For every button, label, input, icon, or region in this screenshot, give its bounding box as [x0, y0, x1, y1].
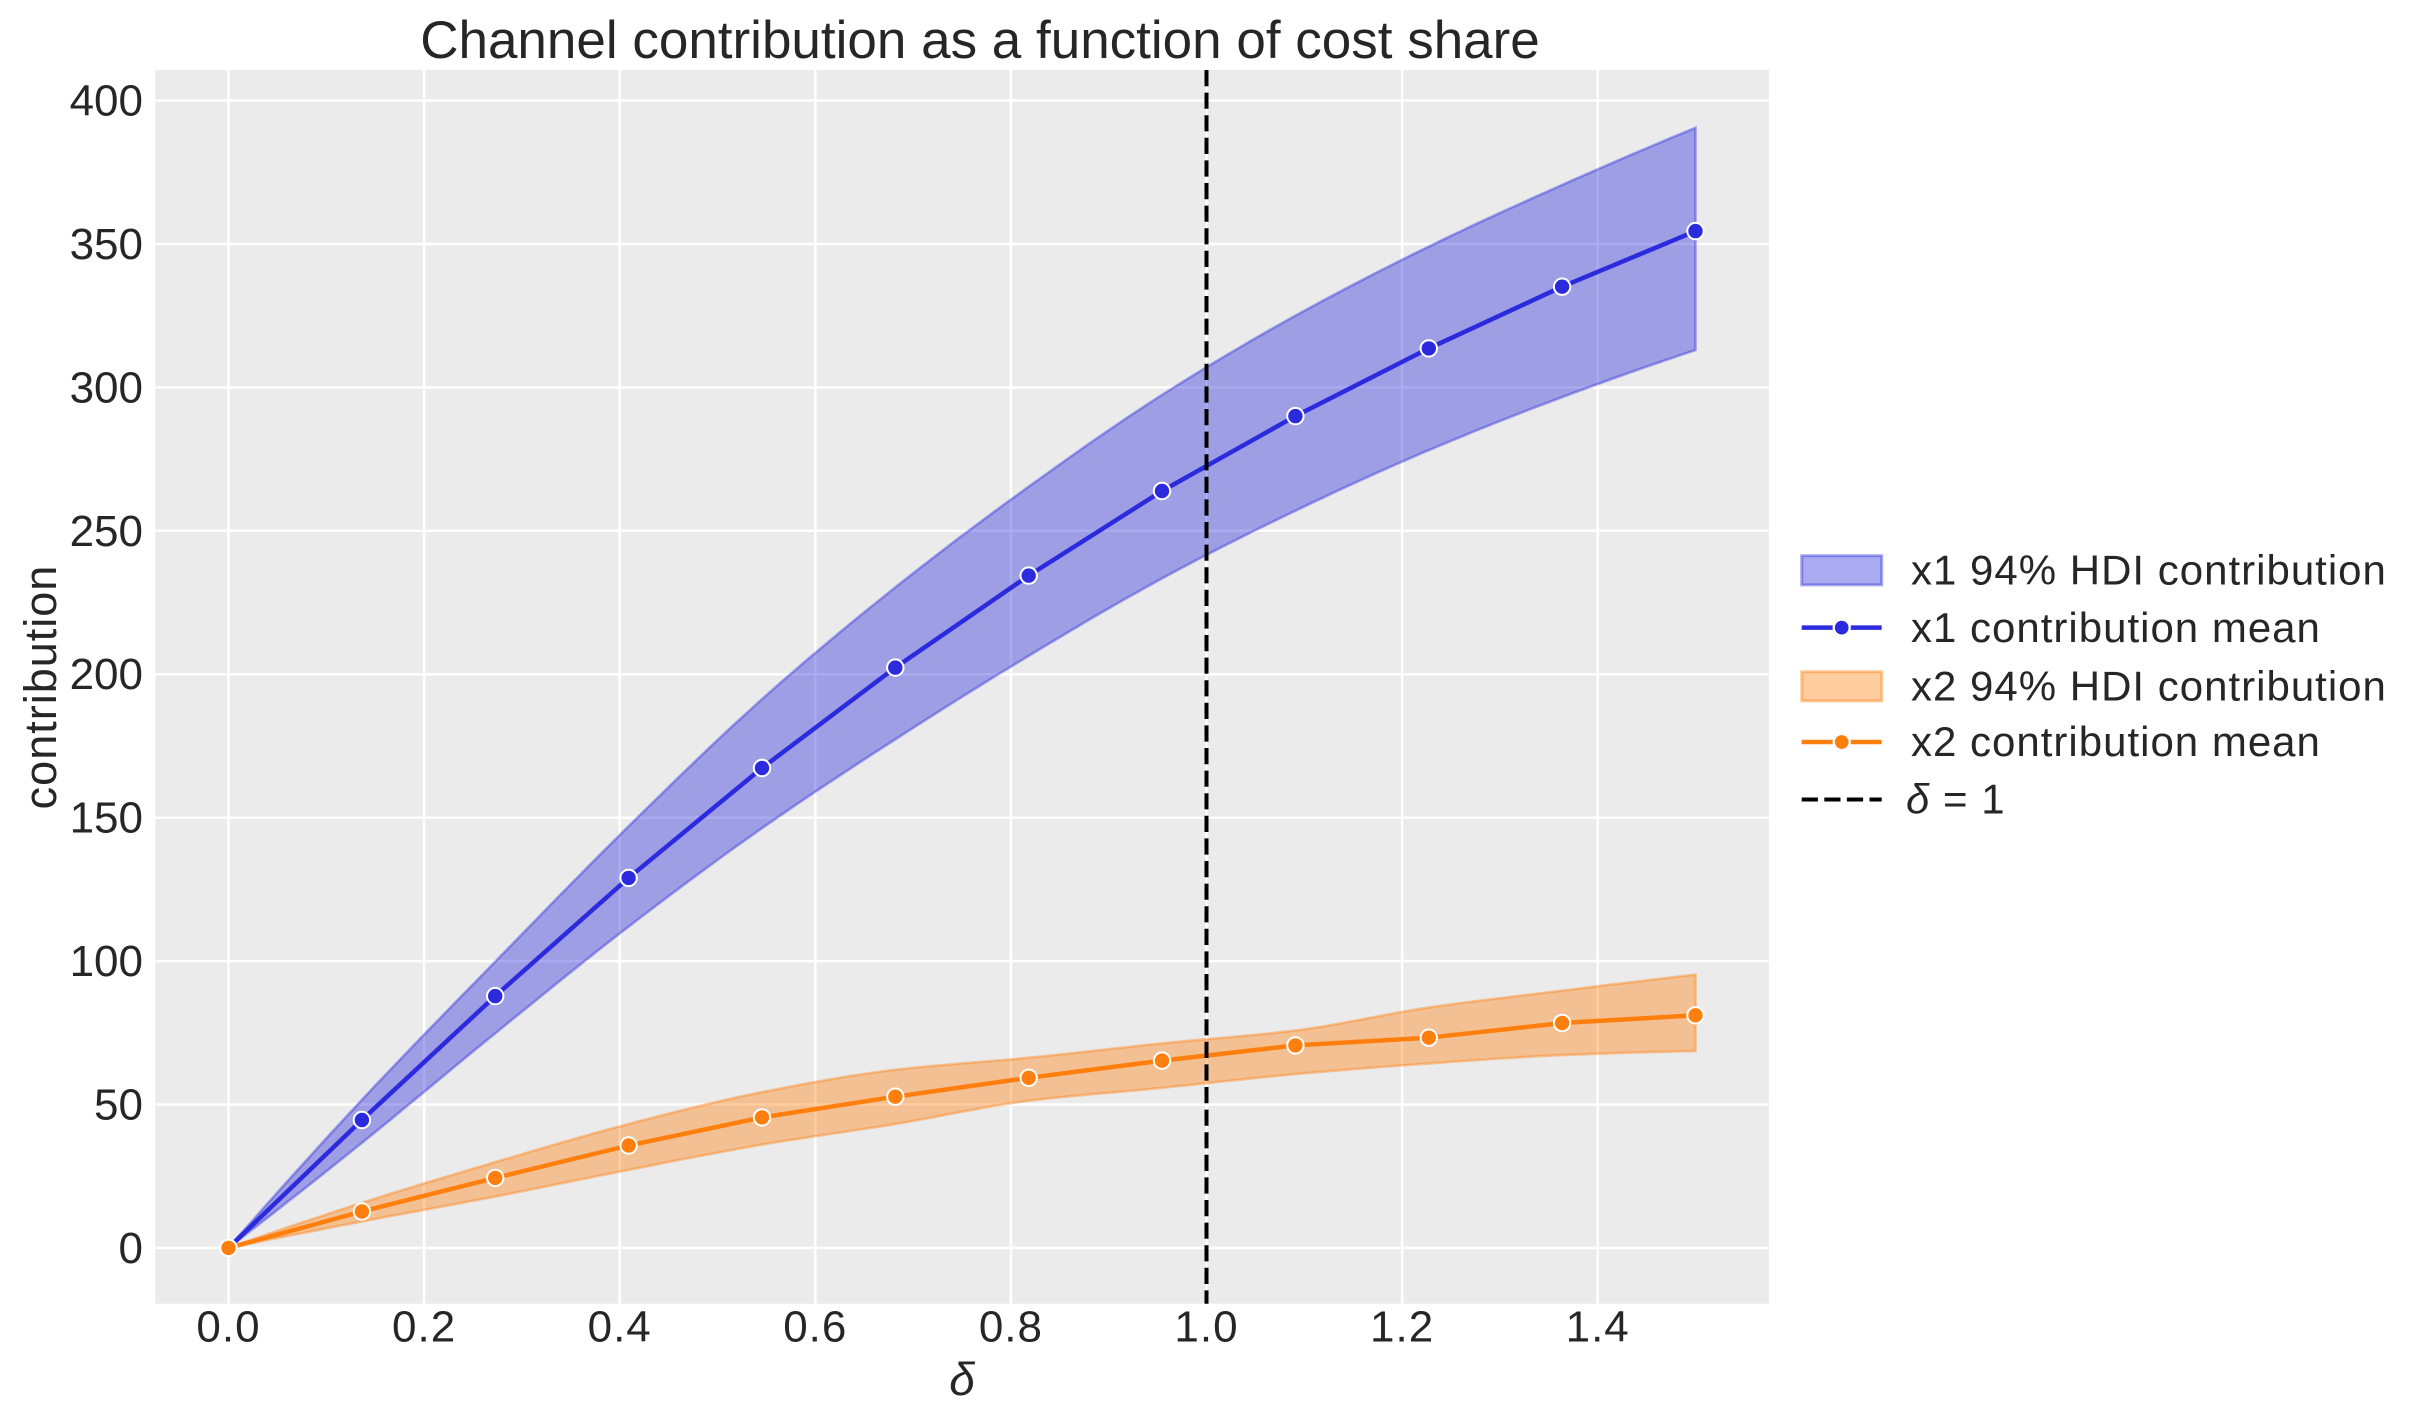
- svg-text:250: 250: [70, 507, 143, 556]
- svg-text:300: 300: [70, 363, 143, 412]
- svg-text:0.8: 0.8: [979, 1303, 1043, 1352]
- svg-text:1.0: 1.0: [1174, 1303, 1238, 1352]
- svg-text:350: 350: [70, 220, 143, 269]
- svg-text:0.4: 0.4: [588, 1303, 652, 1352]
- svg-text:x1 94% HDI contribution: x1 94% HDI contribution: [1911, 547, 2387, 594]
- svg-text:x2 94% HDI contribution: x2 94% HDI contribution: [1911, 663, 2387, 710]
- svg-text:x1 contribution mean: x1 contribution mean: [1911, 604, 2321, 651]
- svg-text:0.6: 0.6: [783, 1303, 847, 1352]
- svg-text:100: 100: [70, 937, 143, 986]
- svg-text:50: 50: [94, 1081, 143, 1130]
- svg-text:1.2: 1.2: [1370, 1303, 1434, 1352]
- svg-text:contribution: contribution: [15, 565, 66, 810]
- svg-text:1.4: 1.4: [1566, 1303, 1630, 1352]
- svg-text:0.0: 0.0: [196, 1303, 260, 1352]
- svg-text:Channel contribution as a func: Channel contribution as a function of co…: [420, 11, 1540, 70]
- svg-text:200: 200: [70, 650, 143, 699]
- svg-text:x2 contribution mean: x2 contribution mean: [1911, 718, 2321, 765]
- svg-text:0.2: 0.2: [392, 1303, 456, 1352]
- svg-text:150: 150: [70, 794, 143, 843]
- svg-text:400: 400: [70, 77, 143, 126]
- svg-text:δ: δ: [949, 1353, 975, 1405]
- svg-text:δ = 1: δ = 1: [1906, 776, 2006, 823]
- svg-text:0: 0: [119, 1224, 143, 1273]
